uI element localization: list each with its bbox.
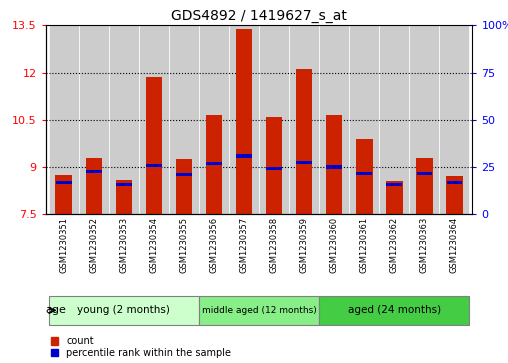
FancyBboxPatch shape <box>319 25 349 214</box>
Bar <box>357 172 372 175</box>
FancyBboxPatch shape <box>349 25 379 214</box>
Bar <box>446 176 463 214</box>
FancyBboxPatch shape <box>199 295 319 325</box>
Bar <box>116 180 132 214</box>
Bar <box>296 69 312 214</box>
Bar <box>326 166 342 168</box>
Bar <box>296 161 312 164</box>
Text: middle aged (12 months): middle aged (12 months) <box>202 306 316 315</box>
Bar <box>206 115 223 214</box>
Legend: count, percentile rank within the sample: count, percentile rank within the sample <box>51 336 231 358</box>
Text: aged (24 months): aged (24 months) <box>348 305 441 315</box>
Bar <box>356 139 372 214</box>
FancyBboxPatch shape <box>199 25 229 214</box>
Bar <box>387 183 402 186</box>
FancyBboxPatch shape <box>49 295 199 325</box>
Bar <box>417 172 432 175</box>
FancyBboxPatch shape <box>439 25 469 214</box>
Bar <box>146 164 162 167</box>
Bar <box>236 29 252 214</box>
FancyBboxPatch shape <box>259 25 289 214</box>
Bar <box>266 117 282 214</box>
FancyBboxPatch shape <box>79 25 109 214</box>
Bar <box>85 158 102 214</box>
FancyBboxPatch shape <box>229 25 259 214</box>
Text: young (2 months): young (2 months) <box>77 305 170 315</box>
FancyBboxPatch shape <box>289 25 319 214</box>
Bar <box>176 173 192 176</box>
Bar <box>55 175 72 214</box>
Bar <box>386 181 402 214</box>
FancyBboxPatch shape <box>109 25 139 214</box>
Bar <box>56 181 72 184</box>
Text: age: age <box>45 305 66 315</box>
Bar <box>236 154 252 158</box>
Title: GDS4892 / 1419627_s_at: GDS4892 / 1419627_s_at <box>171 9 347 23</box>
Bar <box>416 158 433 214</box>
Bar <box>326 115 342 214</box>
Bar <box>266 167 282 170</box>
Bar <box>176 159 192 214</box>
FancyBboxPatch shape <box>409 25 439 214</box>
FancyBboxPatch shape <box>139 25 169 214</box>
Bar <box>146 77 162 214</box>
Bar <box>86 170 102 173</box>
Bar <box>206 162 222 166</box>
Bar <box>116 183 132 186</box>
FancyBboxPatch shape <box>379 25 409 214</box>
Bar <box>447 181 462 184</box>
FancyBboxPatch shape <box>49 25 79 214</box>
FancyBboxPatch shape <box>169 25 199 214</box>
FancyBboxPatch shape <box>319 295 469 325</box>
